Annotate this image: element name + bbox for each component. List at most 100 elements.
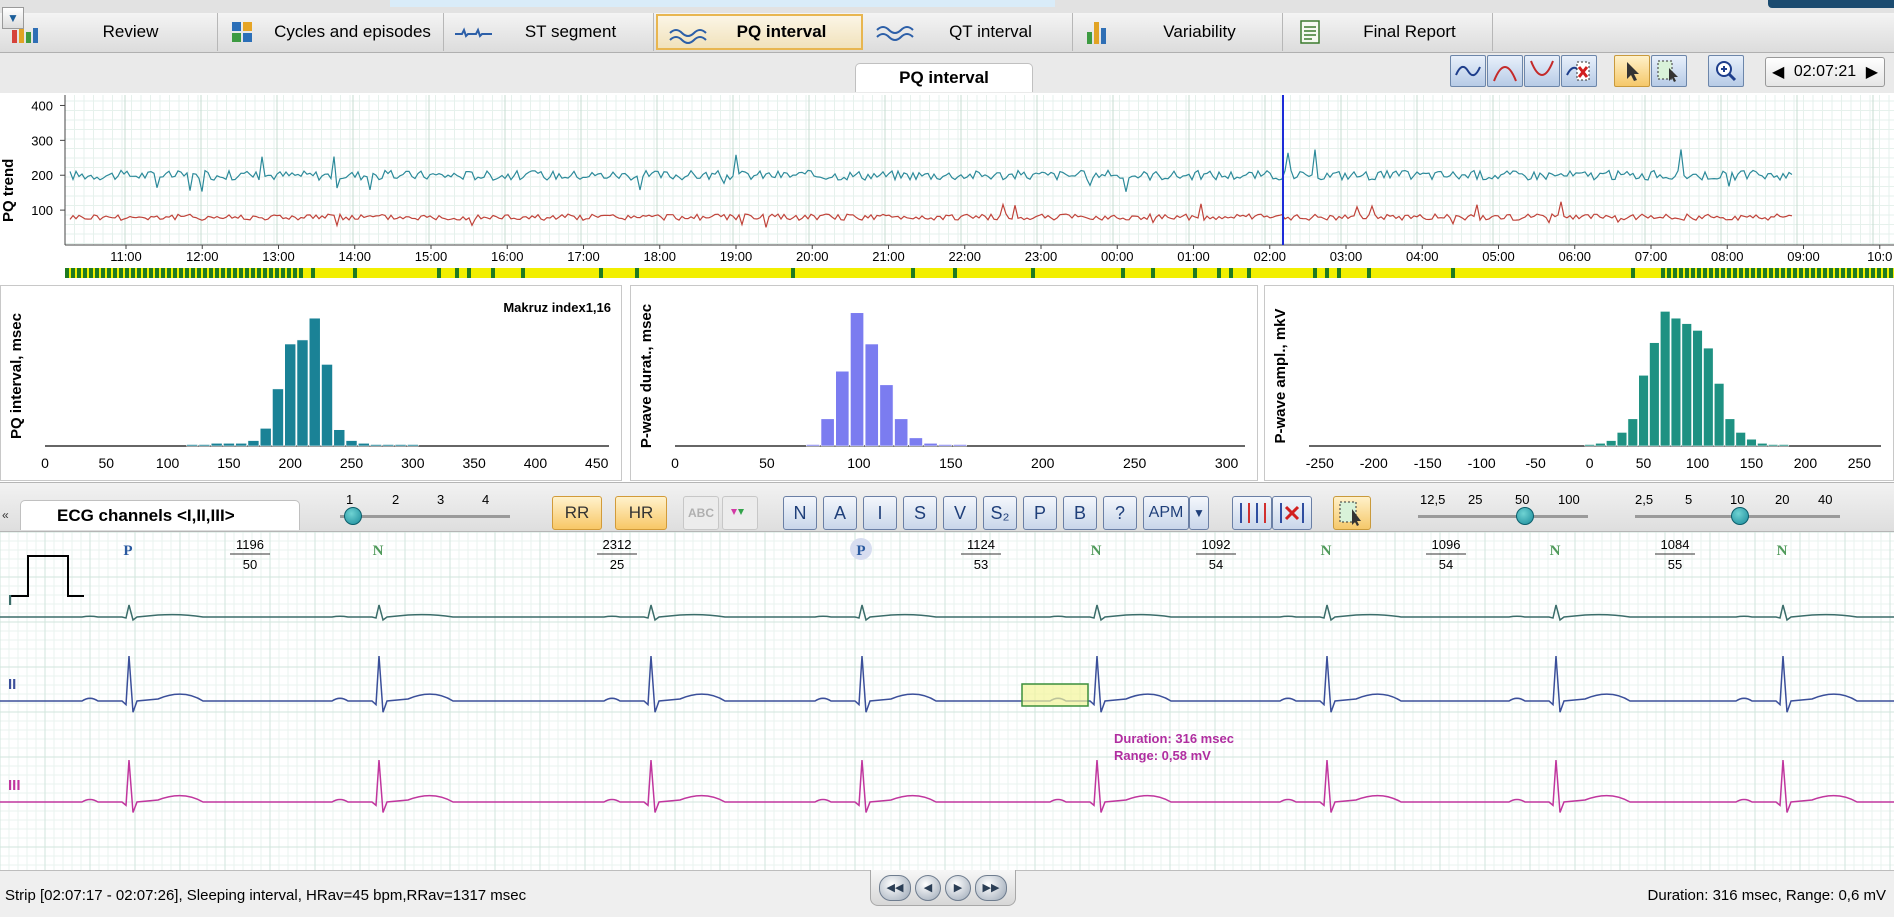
time-next-button[interactable]: ▶	[1865, 64, 1878, 81]
activity-segment	[1721, 268, 1725, 278]
tab-st-segment[interactable]: ST segment	[444, 13, 654, 51]
tab-review[interactable]: Review	[0, 13, 218, 51]
activity-segment	[1889, 268, 1893, 278]
tab-final-report[interactable]: Final Report	[1283, 13, 1493, 51]
color-toggle-button[interactable]	[722, 496, 758, 530]
hr-button[interactable]: HR	[615, 496, 667, 530]
arch-up-icon	[1493, 66, 1517, 82]
abc-button[interactable]: ABC	[683, 496, 719, 530]
tab-variability[interactable]: Variability	[1073, 13, 1283, 51]
step-forward-button[interactable]: ▶	[945, 874, 971, 901]
beat-i-button[interactable]: I	[863, 496, 897, 530]
rewind-button[interactable]: ◀◀	[879, 874, 911, 901]
time-navigator[interactable]: ◀ 02:07:21 ▶	[1765, 57, 1885, 87]
time-prev-button[interactable]: ◀	[1772, 64, 1785, 81]
activity-segment	[167, 268, 171, 278]
speed-slider[interactable]: 12,5 25 50 100	[1408, 492, 1598, 527]
rr-interval: 1096	[1432, 537, 1461, 552]
histogram-bar	[186, 444, 198, 447]
apm-button[interactable]: APM	[1143, 496, 1189, 530]
ecg-region-select-button[interactable]	[1333, 496, 1371, 530]
activity-segment	[353, 268, 357, 278]
activity-segment	[1337, 268, 1341, 278]
tab-qt-interval[interactable]: QT interval	[865, 13, 1073, 51]
x-tick-label: 09:00	[1787, 249, 1820, 264]
beat-b-button[interactable]: B	[1063, 496, 1097, 530]
tab-pq-interval[interactable]: PQ interval	[656, 14, 863, 50]
ecg-channels-tab[interactable]: ECG channels <I,II,III>	[20, 500, 300, 530]
histogram-bar	[370, 444, 382, 447]
beat-p-button[interactable]: P	[1023, 496, 1057, 530]
apm-dropdown-button[interactable]: ▼	[1189, 496, 1209, 530]
histogram-bar	[938, 444, 953, 447]
activity-segment	[1835, 268, 1839, 278]
wave-shape-button[interactable]	[1450, 55, 1486, 87]
activity-segment	[299, 268, 303, 278]
histogram-bar	[805, 444, 820, 447]
beat-n-button[interactable]: N	[783, 496, 817, 530]
x-tick-label: -250	[1306, 455, 1334, 471]
grid-icon	[232, 22, 252, 42]
heart-rate: 55	[1668, 557, 1682, 572]
activity-segment	[89, 268, 93, 278]
slider-knob[interactable]	[1731, 507, 1749, 525]
pq-trend-chart[interactable]: 400 300 200 100 11:00 12:00 13:00 14:00 15:00 16:…	[0, 93, 1894, 283]
x-tick-label: 350	[462, 455, 486, 471]
arch-down-button[interactable]	[1524, 55, 1560, 87]
activity-segment	[173, 268, 177, 278]
region-select-button[interactable]	[1651, 55, 1687, 87]
delete-beats-button[interactable]	[1272, 496, 1312, 530]
pointer-select-button[interactable]	[1614, 55, 1650, 87]
slider-knob[interactable]	[344, 507, 362, 525]
expand-icon[interactable]: «	[2, 508, 9, 522]
heart-rate: 50	[243, 557, 257, 572]
activity-segment	[1673, 268, 1677, 278]
activity-segment	[1229, 268, 1233, 278]
activity-segment	[1871, 268, 1875, 278]
histogram-bar	[1627, 418, 1638, 447]
region-select-icon	[1657, 60, 1678, 82]
delete-wave-button[interactable]	[1561, 55, 1597, 87]
slider-knob[interactable]	[1516, 507, 1534, 525]
activity-segment	[197, 268, 201, 278]
scale-slider[interactable]: 1 2 3 4	[330, 492, 520, 527]
x-tick-label: 250	[340, 455, 364, 471]
beat-unknown-button[interactable]: ?	[1103, 496, 1137, 530]
gain-slider[interactable]: 2,5 5 10 20 40	[1625, 492, 1850, 527]
beat-v-button[interactable]: V	[943, 496, 977, 530]
activity-segment	[1745, 268, 1749, 278]
x-tick-label: 18:00	[643, 249, 676, 264]
pq-trend-panel[interactable]: 400 300 200 100 11:00 12:00 13:00 14:00 15:00 16:…	[0, 93, 1894, 283]
histogram-bar	[894, 418, 909, 447]
x-tick-label: -150	[1414, 455, 1442, 471]
channel-label: II	[8, 676, 16, 693]
x-tick-label: 14:00	[338, 249, 371, 264]
slider-tick: 1	[346, 492, 354, 507]
histogram-bar	[1681, 323, 1692, 447]
heart-rate: 53	[974, 557, 988, 572]
fast-forward-button[interactable]: ▶▶	[975, 874, 1007, 901]
activity-segment	[287, 268, 291, 278]
beat-a-button[interactable]: A	[823, 496, 857, 530]
histogram-bar	[1649, 342, 1660, 447]
rr-button[interactable]: RR	[552, 496, 602, 530]
x-tick-label: 250	[1123, 455, 1147, 471]
beat-s-button[interactable]: S	[903, 496, 937, 530]
tab-cycles-and-episodes[interactable]: Cycles and episodes	[218, 13, 444, 51]
ecg-strip[interactable]: I II III P 1196 50 N 2312 25 P 1124 53 N 1092 54 N 1096 5…	[0, 531, 1894, 870]
slider-tick: 12,5	[1420, 492, 1446, 507]
pq-interval-histogram: 0 50 100 150 200 250 300 350 400 450 Makruz index1…	[0, 285, 622, 481]
panel-dropdown-button[interactable]: ▼	[2, 7, 24, 29]
activity-segment	[149, 268, 153, 278]
activity-segment	[245, 268, 249, 278]
beat-s2-button[interactable]: S₂	[983, 496, 1017, 530]
activity-segment	[791, 268, 795, 278]
zoom-button[interactable]	[1708, 55, 1744, 87]
slider-tick: 2	[392, 492, 400, 507]
arch-up-button[interactable]	[1487, 55, 1523, 87]
step-back-button[interactable]: ◀	[915, 874, 941, 901]
heart-rate: 25	[610, 557, 624, 572]
x-tick-label: 22:00	[948, 249, 981, 264]
mark-beats-button[interactable]	[1232, 496, 1272, 530]
